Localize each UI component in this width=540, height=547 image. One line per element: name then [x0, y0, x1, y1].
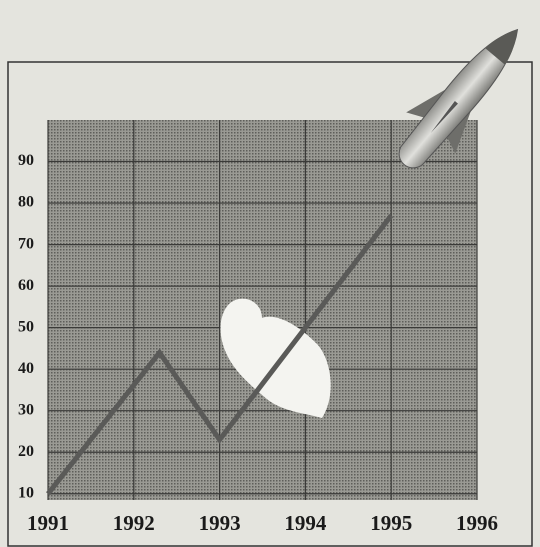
- x-tick-label: 1992: [113, 511, 155, 535]
- x-tick-label: 1994: [284, 511, 327, 535]
- plot-area: [48, 120, 477, 500]
- y-tick-label: 10: [18, 484, 34, 501]
- y-tick-label: 60: [18, 277, 34, 294]
- y-tick-label: 40: [18, 360, 34, 377]
- y-tick-label: 20: [18, 443, 34, 460]
- x-tick-label: 1991: [27, 511, 69, 535]
- x-tick-label: 1995: [370, 511, 412, 535]
- y-tick-label: 90: [18, 152, 34, 169]
- chart: 10 20 30 40 50 60 70 80 90 1991 1992 1993 1994 1995 19…: [0, 0, 540, 547]
- x-tick-label: 1993: [199, 511, 241, 535]
- y-tick-label: 50: [18, 318, 34, 335]
- y-tick-label: 70: [18, 235, 34, 252]
- x-tick-label: 1996: [456, 511, 498, 535]
- y-tick-label: 80: [18, 194, 34, 211]
- y-tick-label: 30: [18, 401, 34, 418]
